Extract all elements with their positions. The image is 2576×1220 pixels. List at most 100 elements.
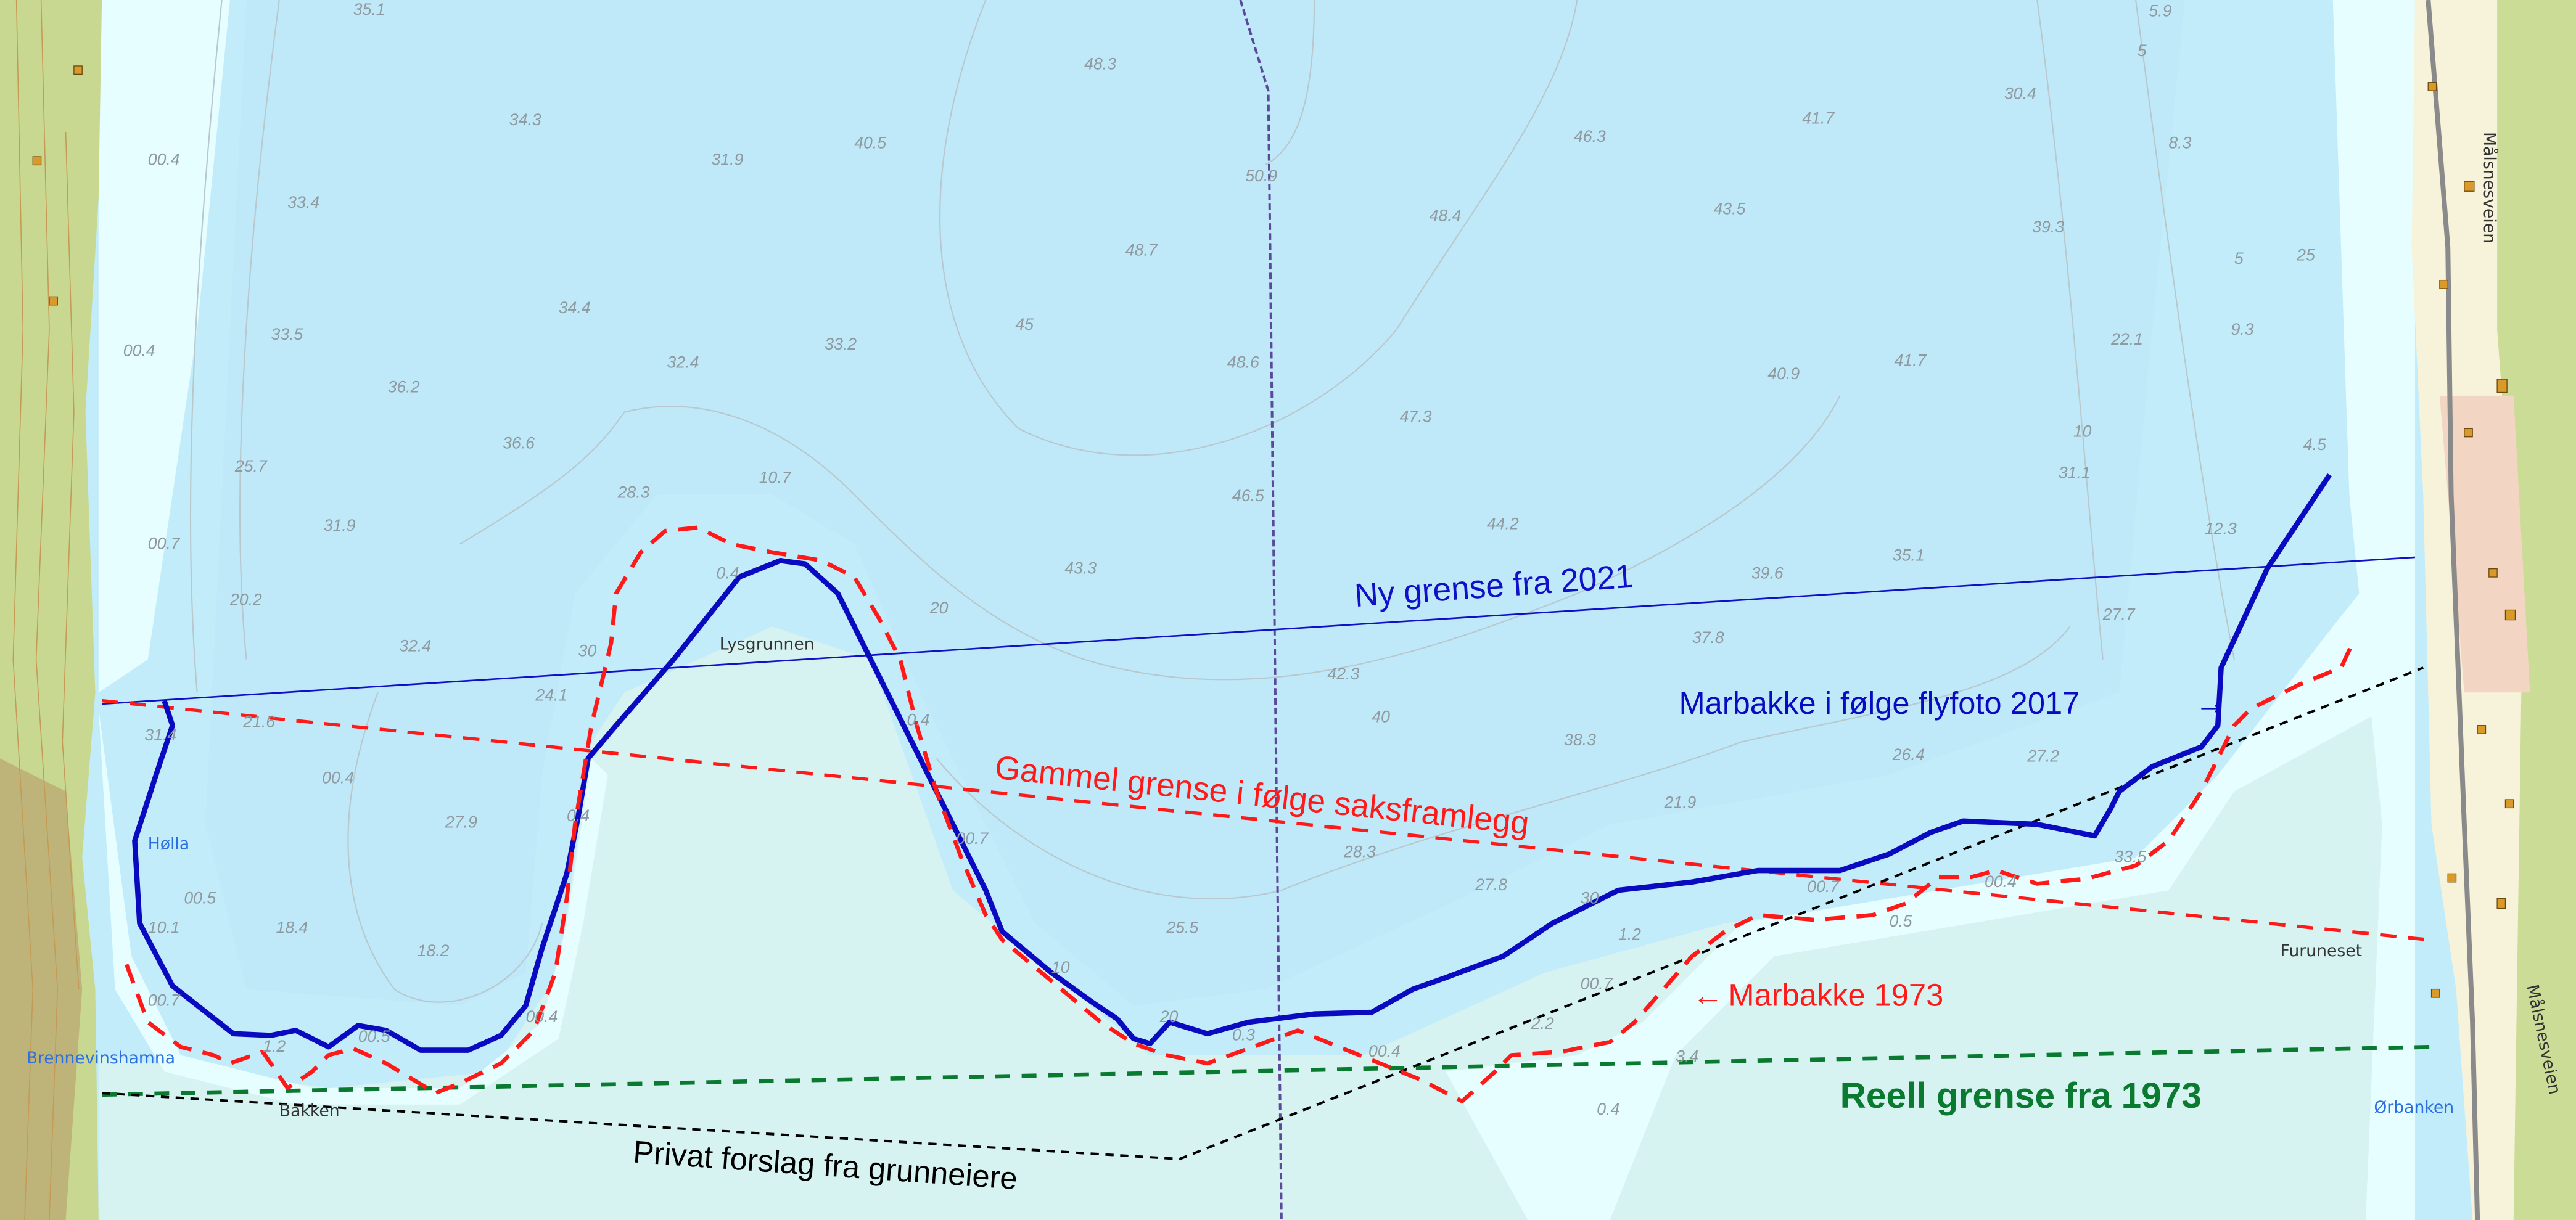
place-holla: Hølla [148, 834, 189, 853]
place-bakken: Bakken [279, 1101, 340, 1120]
privat-forslag-line[interactable] [102, 666, 2424, 1161]
road-malsnesveien[interactable] [2426, 0, 2480, 1220]
depth-label: 36.6 [503, 433, 535, 452]
depth-label: 12.3 [2205, 519, 2237, 538]
depth-label: 40.5 [854, 134, 886, 152]
depth-label: 9.3 [2231, 320, 2254, 338]
depth-label: 50.9 [1245, 166, 1277, 185]
depth-label: 00.5 [358, 1027, 390, 1046]
depth-label: 33.5 [2114, 848, 2146, 866]
depth-label: 31.4 [144, 726, 176, 744]
depth-label: 39.6 [1751, 564, 1784, 583]
label-marbakke-1973: Marbakke 1973 [1728, 977, 1943, 1012]
depth-label: 5.9 [2149, 2, 2171, 20]
depth-label: 42.3 [1327, 665, 1359, 683]
place-orbanken: Ørbanken [2374, 1098, 2454, 1117]
depth-label: 46.5 [1232, 486, 1264, 505]
depth-label: 10 [2073, 422, 2092, 441]
tidal-flat [98, 626, 2415, 1220]
depth-label: 00.7 [1581, 975, 1613, 993]
depth-label: 38.3 [1564, 731, 1596, 749]
depth-label: 10 [1051, 958, 1070, 976]
depth-label: 27.2 [2027, 747, 2059, 765]
depth-label: 28.3 [617, 483, 650, 502]
depth-label: 00.5 [184, 888, 216, 907]
administrative-border [1239, 0, 1283, 1220]
marbakke-1973-line[interactable] [124, 525, 2355, 1103]
terrain-east [2497, 0, 2576, 1220]
road-label-malsnesveien-north: Målsnesveien [2480, 132, 2499, 244]
depth-label: 10.7 [759, 469, 792, 487]
depth-label: 34.4 [559, 298, 591, 317]
depth-label: 48.4 [1430, 206, 1462, 224]
depth-label: 30.4 [2004, 84, 2036, 102]
depth-label: 40 [1372, 707, 1390, 726]
depth-label: 0.5 [1889, 912, 1912, 930]
depth-label: 24.1 [535, 686, 567, 705]
depth-label: 30 [1581, 888, 1599, 907]
depth-label: 32.4 [667, 353, 699, 371]
shore-shallows-right [2332, 0, 2415, 1220]
depth-label: 25.5 [1166, 919, 1198, 937]
depth-label: 22.1 [2110, 330, 2143, 348]
shallow-water-east [1446, 544, 2415, 1220]
contour-lines-west [12, 0, 80, 1220]
depth-label: 0.4 [907, 711, 929, 729]
place-brennevinshamna: Brennevinshamna [27, 1049, 175, 1068]
depth-label: 41.7 [1894, 351, 1927, 370]
depth-label: 41.7 [1802, 109, 1835, 128]
depth-label: 35.1 [1893, 546, 1925, 564]
depth-label: 37.8 [1692, 628, 1724, 647]
depth-label: 4.5 [2303, 435, 2326, 454]
depth-label: 31.9 [711, 150, 743, 168]
depth-label: 5 [2234, 249, 2244, 268]
depth-label: 00.7 [148, 534, 181, 553]
depth-label: 28.3 [1343, 843, 1376, 861]
depth-label: 44.2 [1487, 514, 1519, 533]
depth-label: 5 [2138, 41, 2147, 60]
depth-label: 00.4 [1985, 872, 2017, 891]
depth-label: 33.5 [271, 325, 303, 343]
depth-label: 21.9 [1664, 793, 1697, 811]
depth-label: 27.7 [2102, 605, 2136, 623]
depth-label: 00.4 [123, 342, 155, 360]
depth-label: 1.2 [1618, 925, 1641, 943]
marbakke-2017-line[interactable] [132, 473, 2332, 1053]
depth-label: 33.4 [287, 193, 319, 211]
arrow-left-icon: ← [1692, 977, 1724, 1012]
depth-contours [189, 0, 2235, 1003]
label-marbakke-2017: Marbakke i følge flyfoto 2017 [1679, 686, 2080, 721]
arrow-right-icon: → [2195, 686, 2226, 721]
depth-label: 2.2 [1531, 1014, 1554, 1033]
depth-label: 39.3 [2032, 218, 2064, 236]
depth-label: 00.7 [1807, 877, 1840, 896]
depth-label: 20 [1159, 1007, 1179, 1026]
shore-shallows-left [98, 0, 230, 693]
place-lysgrunnen: Lysgrunnen [720, 635, 815, 654]
reell-grense-line[interactable] [102, 1044, 2435, 1097]
depth-label: 43.5 [1713, 200, 1745, 218]
depth-label: 46.3 [1574, 127, 1606, 145]
depth-label: 3.4 [1676, 1047, 1698, 1065]
place-furuneset: Furuneset [2280, 941, 2362, 960]
depth-label: 00.4 [525, 1007, 558, 1026]
depth-label: 26.4 [1892, 745, 1925, 764]
label-reell-grense: Reell grense fra 1973 [1840, 1076, 2202, 1116]
depth-label: 20.2 [229, 590, 262, 608]
depth-label: 00.4 [1368, 1042, 1401, 1060]
ny-grense-line[interactable] [102, 556, 2416, 705]
depth-label: 33.2 [825, 335, 857, 353]
depth-label: 47.3 [1400, 407, 1432, 426]
depth-label: 48.6 [1227, 353, 1259, 371]
depth-label: 20 [929, 599, 949, 617]
depth-label: 21.6 [242, 712, 275, 731]
depth-label: 27.8 [1475, 875, 1507, 894]
deeper-water-area [205, 0, 2185, 1006]
depth-label: 00.4 [148, 150, 180, 168]
depth-label: 00.7 [148, 991, 181, 1009]
depth-labels: 35.1 48.3 5.9 34.3 31.9 40.5 50.9 46.3 41.7 30.4 0… [123, 0, 2326, 1118]
buildings [32, 65, 2516, 998]
depth-label: 43.3 [1064, 559, 1097, 578]
depth-label: 31.9 [324, 516, 356, 534]
